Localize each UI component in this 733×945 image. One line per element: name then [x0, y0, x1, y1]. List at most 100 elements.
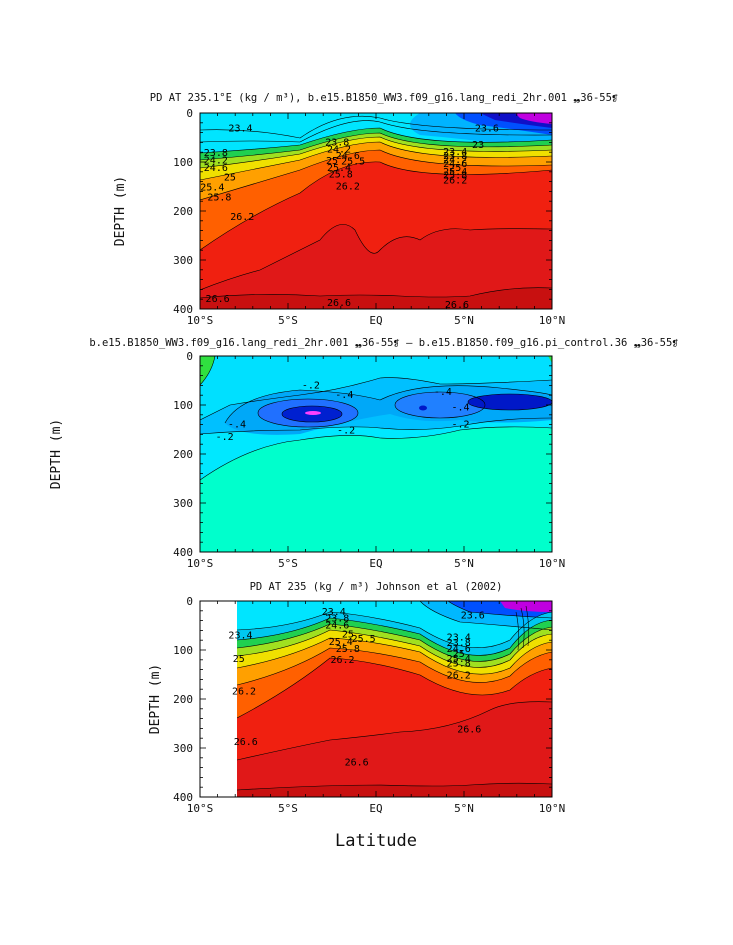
contour-label: 26.6 [457, 724, 481, 735]
contour-label: 26.2 [230, 212, 254, 223]
y-tick-label: 200 [173, 205, 193, 218]
panel-bottom-contour-labels: 23.42526.226.626.626.623.423.824.62525.5… [228, 607, 484, 769]
contour-label: -.2 [451, 420, 469, 431]
x-tick-label: 10°N [539, 314, 566, 327]
panel-bottom: PD AT 235 (kg / m³) Johnson et al (2002)… [148, 581, 565, 851]
panel-top-fill [200, 113, 552, 309]
contour-label: -.2 [337, 425, 355, 436]
contour-label: 25.5 [352, 634, 376, 645]
contour-label: 26.2 [447, 670, 471, 681]
contour-label: 26.2 [331, 655, 355, 666]
x-axis-label: Latitude [335, 831, 417, 851]
panel-bottom-axes: 10°S 5°S EQ 5°N 10°N 0 100 200 300 400 [173, 595, 565, 815]
y-tick-label: 0 [186, 350, 193, 363]
contour-label: 25.8 [336, 644, 360, 655]
contour-label: 24.6 [204, 163, 228, 174]
contour-label: 24.6 [443, 159, 467, 170]
x-tick-label: 5°N [454, 314, 474, 327]
panel-middle-title: b.e15.B1850_WW3.f09_g16.lang_redi_2hr.00… [89, 337, 678, 349]
x-tick-label: 10°S [187, 557, 214, 570]
panel-top-ylabel: DEPTH (m) [113, 176, 128, 246]
contour-label: 23.8 [443, 151, 467, 162]
x-tick-label: 5°S [278, 314, 298, 327]
contour-label: 23.8 [204, 148, 228, 159]
contour-label: 26.6 [445, 300, 469, 311]
x-tick-label: EQ [369, 802, 382, 815]
x-tick-label: 5°S [278, 557, 298, 570]
panel-middle: b.e15.B1850_WW3.f09_g16.lang_redi_2hr.00… [49, 337, 679, 570]
panel-top-title: PD AT 235.1°E (kg / m³), b.e15.B1850_WW3… [150, 92, 619, 104]
y-tick-label: 200 [173, 693, 193, 706]
y-tick-label: 0 [186, 595, 193, 608]
contour-label: 24.6 [325, 621, 349, 632]
y-tick-label: 100 [173, 399, 193, 412]
contour-label: 23.4 [228, 630, 252, 641]
contour-label: 23.8 [325, 137, 349, 148]
panel-middle-contours [200, 356, 552, 481]
contour-label: 23.8 [447, 638, 471, 649]
contour-label: 23 [472, 140, 484, 151]
contour-label: 25.8 [329, 170, 353, 181]
y-tick-label: 400 [173, 303, 193, 316]
contour-label: 26.2 [443, 176, 467, 187]
y-tick-label: 100 [173, 156, 193, 169]
y-tick-label: 100 [173, 644, 193, 657]
contour-label: 26.6 [345, 758, 369, 769]
panel-middle-fill [200, 356, 552, 552]
contour-label: 24.2 [204, 156, 228, 167]
contour-label: -.2 [302, 380, 320, 391]
contour-label: 25 [224, 173, 236, 184]
x-tick-label: EQ [369, 314, 382, 327]
contour-label: 25 [449, 163, 461, 174]
panel-top: PD AT 235.1°E (kg / m³), b.e15.B1850_WW3… [113, 92, 618, 327]
y-tick-label: 400 [173, 791, 193, 804]
contour-label: 25.4 [443, 167, 467, 178]
contour-label: 25 [326, 156, 338, 167]
panel-top-contour-labels: 23.423.824.224.62525.425.826.223.824.224… [200, 124, 499, 311]
x-tick-label: 5°N [454, 802, 474, 815]
contour-label: 26.2 [232, 687, 256, 698]
contour-label: 26.6 [327, 298, 351, 309]
contour-label: 25.4 [200, 182, 224, 193]
y-tick-label: 300 [173, 742, 193, 755]
panel-middle-ylabel: DEPTH (m) [49, 419, 64, 489]
contour-label: -.4 [434, 387, 452, 398]
contour-label: 23.6 [461, 611, 485, 622]
contour-label: 25.8 [447, 659, 471, 670]
y-tick-label: 300 [173, 254, 193, 267]
contour-label: 24.6 [447, 644, 471, 655]
panel-bottom-fill [237, 601, 552, 797]
contour-label: 26.6 [234, 737, 258, 748]
y-tick-label: 400 [173, 546, 193, 559]
y-tick-label: 0 [186, 107, 193, 120]
contour-label: 23.4 [322, 607, 346, 618]
contour-label: 23.4 [228, 124, 252, 135]
x-tick-label: 5°N [454, 557, 474, 570]
x-tick-label: 5°S [278, 802, 298, 815]
panel-top-contours [200, 115, 552, 299]
x-tick-label: 10°S [187, 314, 214, 327]
y-tick-label: 300 [173, 497, 193, 510]
y-tick-label: 200 [173, 448, 193, 461]
contour-label: 25.5 [341, 157, 365, 168]
x-tick-label: 10°N [539, 557, 566, 570]
contour-label: 25.8 [207, 192, 231, 203]
contour-label: 25 [233, 654, 245, 665]
contour-label: 23.6 [475, 124, 499, 135]
panel-bottom-ylabel: DEPTH (m) [148, 664, 163, 734]
contour-label: 26.6 [206, 294, 230, 305]
panel-middle-contour-labels: -.2-.4-.4-.2-.2-.4-.4-.2 [216, 380, 470, 442]
contour-label: 23.8 [325, 614, 349, 625]
x-tick-label: 10°N [539, 802, 566, 815]
contour-label: 25.4 [447, 654, 471, 665]
contour-label: -.2 [216, 432, 234, 443]
panel-bottom-contours [237, 601, 552, 791]
contour-label: 25.8 [443, 171, 467, 182]
contour-label: -.4 [228, 420, 246, 431]
contour-label: 26.2 [336, 182, 360, 193]
contour-label: 24.2 [443, 155, 467, 166]
contour-label: -.4 [451, 402, 469, 413]
contour-label: 23.4 [447, 632, 471, 643]
contour-label: 25.4 [327, 163, 351, 174]
